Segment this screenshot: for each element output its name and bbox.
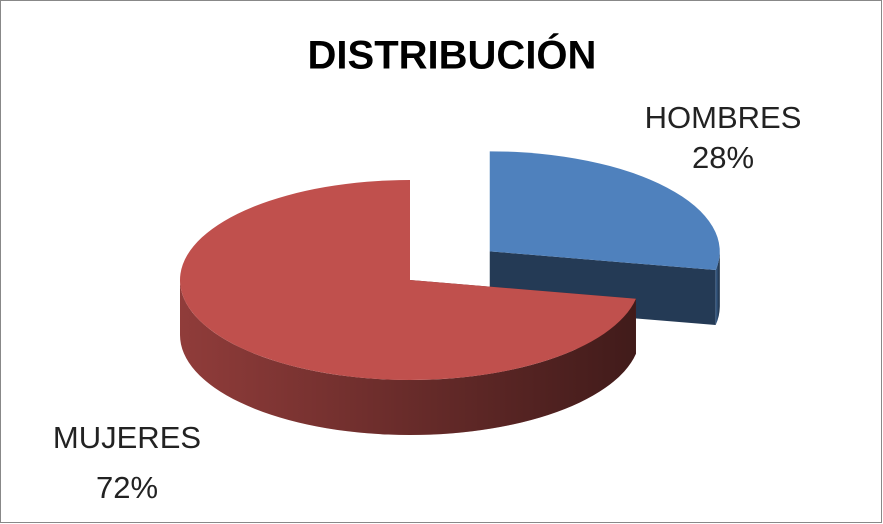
slice-wall-shade	[180, 280, 636, 435]
slice-label: HOMBRES	[645, 100, 802, 135]
slice-wall-shade	[715, 251, 720, 326]
slice	[179, 180, 636, 380]
slice-value-label: 72%	[96, 470, 158, 505]
chart-title: DISTRIBUCIÓN	[308, 32, 597, 78]
slice	[489, 151, 720, 271]
slice-label: MUJERES	[53, 420, 201, 455]
slice-value-label: 28%	[692, 140, 754, 175]
